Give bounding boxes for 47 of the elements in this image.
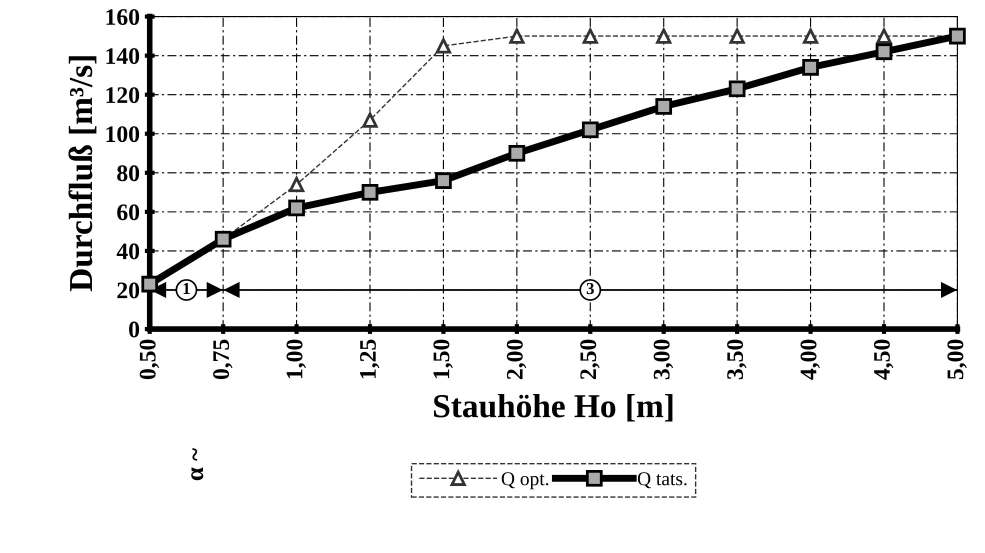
y-tick-label: 120 — [106, 87, 140, 104]
point — [508, 144, 526, 162]
point — [802, 59, 819, 76]
point — [582, 28, 598, 44]
point — [362, 184, 378, 201]
legend-label: Q opt. — [502, 472, 548, 490]
annotation: 3 — [586, 282, 594, 294]
x-tick-label: 2,00 — [506, 340, 526, 380]
annotation: 1 — [184, 282, 190, 294]
y-axis-title: Durchfluß [m³/s] — [68, 56, 96, 292]
point — [362, 112, 378, 128]
x-tick-label: 1,00 — [286, 340, 306, 378]
x-tick-label: 3,50 — [727, 340, 746, 380]
point — [509, 28, 524, 44]
point — [436, 38, 452, 54]
point — [802, 28, 818, 44]
x-tick-label: 4,00 — [800, 340, 820, 380]
y-tick-label: 40 — [116, 243, 140, 260]
y-tick-label: 60 — [117, 204, 140, 220]
y-tick-label: 20 — [117, 282, 140, 298]
point — [141, 276, 158, 292]
x-tick-label: 4,50 — [874, 340, 894, 380]
point — [288, 176, 304, 192]
point — [655, 98, 672, 115]
x-tick-label: 0,75 — [213, 340, 232, 380]
y-tick-label: 80 — [117, 165, 140, 182]
text: α ~ — [191, 448, 204, 480]
x-tick-label: 0,50 — [140, 340, 160, 380]
point — [730, 28, 745, 44]
y-tick-label: 100 — [106, 126, 140, 142]
point — [656, 28, 672, 44]
point — [876, 43, 892, 60]
legend-label: Q tats. — [638, 472, 687, 488]
x-tick-label: 5,00 — [947, 340, 967, 380]
x-tick-label: 1,50 — [433, 340, 453, 378]
point — [876, 28, 892, 44]
point — [288, 200, 305, 216]
y-tick-label: 0 — [129, 322, 140, 338]
x-axis-title: Stauhöhe Ho [m] — [434, 394, 672, 422]
point — [728, 80, 746, 98]
point — [582, 122, 599, 138]
y-tick-label: 160 — [106, 9, 140, 26]
y-tick-label: 140 — [106, 48, 140, 64]
x-tick-label: 2,50 — [580, 340, 600, 380]
point — [435, 172, 452, 189]
x-tick-label: 1,25 — [360, 340, 380, 378]
x-tick-label: 3,00 — [654, 340, 674, 380]
